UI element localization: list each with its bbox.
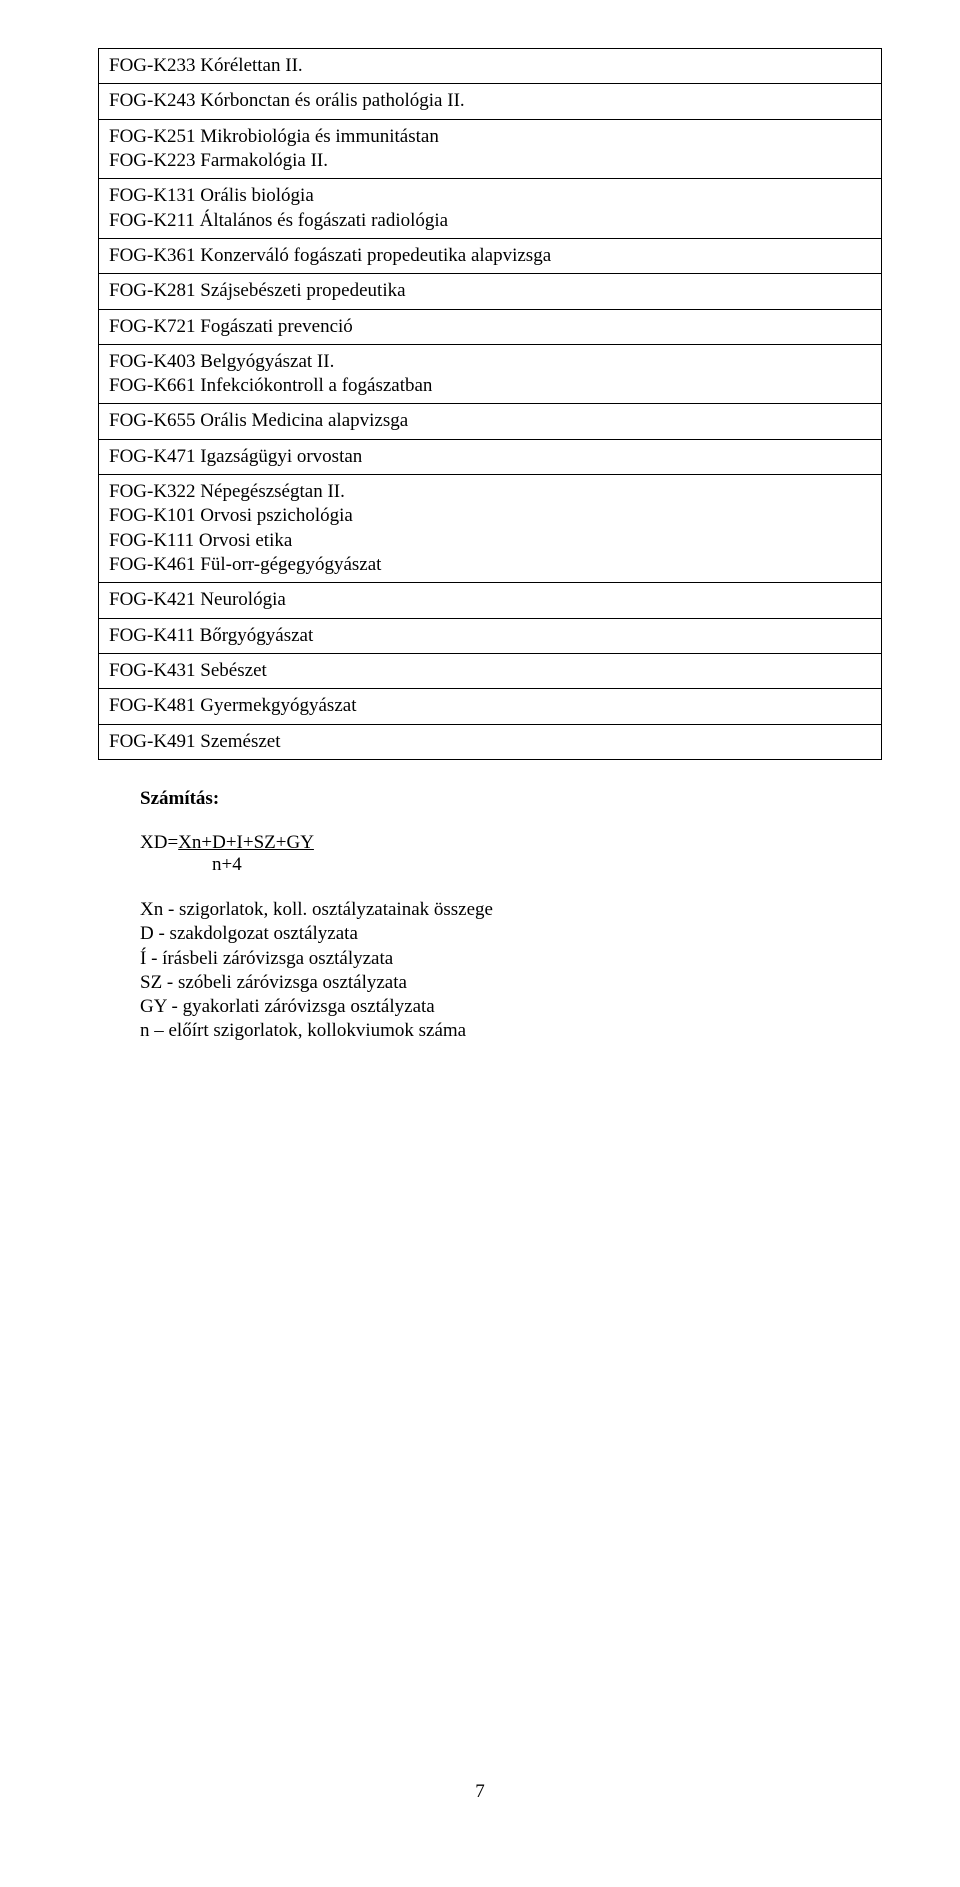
course-entry: FOG-K233 Kórélettan II. bbox=[109, 54, 873, 78]
table-row: FOG-K251 Mikrobiológia és immunitástanFO… bbox=[99, 120, 881, 180]
course-entry: FOG-K403 Belgyógyászat II. bbox=[109, 350, 873, 374]
course-entry: FOG-K322 Népegészségtan II. bbox=[109, 480, 873, 504]
list-item: Xn - szigorlatok, koll. osztályzatainak … bbox=[140, 898, 882, 922]
table-row: FOG-K243 Kórbonctan és orális pathológia… bbox=[99, 84, 881, 119]
table-row: FOG-K361 Konzerváló fogászati propedeuti… bbox=[99, 239, 881, 274]
table-row: FOG-K322 Népegészségtan II.FOG-K101 Orvo… bbox=[99, 475, 881, 583]
table-row: FOG-K281 Szájsebészeti propedeutika bbox=[99, 274, 881, 309]
course-entry: FOG-K101 Orvosi pszichológia bbox=[109, 504, 873, 528]
table-row: FOG-K471 Igazságügyi orvostan bbox=[99, 440, 881, 475]
table-row: FOG-K233 Kórélettan II. bbox=[99, 49, 881, 84]
table-row: FOG-K491 Szemészet bbox=[99, 725, 881, 760]
list-item: Í - írásbeli záróvizsga osztályzata bbox=[140, 947, 882, 971]
course-entry: FOG-K131 Orális biológia bbox=[109, 184, 873, 208]
course-entry: FOG-K421 Neurológia bbox=[109, 588, 873, 612]
table-row: FOG-K431 Sebészet bbox=[99, 654, 881, 689]
section-heading: Számítás: bbox=[140, 788, 882, 810]
course-entry: FOG-K491 Szemészet bbox=[109, 730, 873, 754]
table-row: FOG-K721 Fogászati prevenció bbox=[99, 310, 881, 345]
course-entry: FOG-K243 Kórbonctan és orális pathológia… bbox=[109, 89, 873, 113]
course-entry: FOG-K471 Igazságügyi orvostan bbox=[109, 445, 873, 469]
formula-underlined: Xn+D+I+SZ+GY bbox=[178, 832, 314, 853]
course-entry: FOG-K431 Sebészet bbox=[109, 659, 873, 683]
table-row: FOG-K655 Orális Medicina alapvizsga bbox=[99, 404, 881, 439]
course-entry: FOG-K661 Infekciókontroll a fogászatban bbox=[109, 374, 873, 398]
table-row: FOG-K403 Belgyógyászat II.FOG-K661 Infek… bbox=[99, 345, 881, 405]
course-entry: FOG-K281 Szájsebészeti propedeutika bbox=[109, 279, 873, 303]
course-entry: FOG-K461 Fül-orr-gégegyógyászat bbox=[109, 553, 873, 577]
table-row: FOG-K411 Bőrgyógyászat bbox=[99, 619, 881, 654]
list-item: n – előírt szigorlatok, kollokviumok szá… bbox=[140, 1019, 882, 1043]
page-number: 7 bbox=[0, 1781, 960, 1803]
course-entry: FOG-K361 Konzerváló fogászati propedeuti… bbox=[109, 244, 873, 268]
course-entry: FOG-K223 Farmakológia II. bbox=[109, 149, 873, 173]
course-entry: FOG-K411 Bőrgyógyászat bbox=[109, 624, 873, 648]
formula: XD=Xn+D+I+SZ+GY n+4 bbox=[140, 832, 882, 876]
course-entry: FOG-K481 Gyermekgyógyászat bbox=[109, 694, 873, 718]
course-entry: FOG-K111 Orvosi etika bbox=[109, 529, 873, 553]
course-entry: FOG-K721 Fogászati prevenció bbox=[109, 315, 873, 339]
course-entry: FOG-K251 Mikrobiológia és immunitástan bbox=[109, 125, 873, 149]
table-row: FOG-K481 Gyermekgyógyászat bbox=[99, 689, 881, 724]
list-item: SZ - szóbeli záróvizsga osztályzata bbox=[140, 971, 882, 995]
list-item: GY - gyakorlati záróvizsga osztályzata bbox=[140, 995, 882, 1019]
course-table: FOG-K233 Kórélettan II. FOG-K243 Kórbonct… bbox=[98, 48, 882, 760]
formula-bottom: n+4 bbox=[140, 854, 882, 876]
course-entry: FOG-K211 Általános és fogászati radiológ… bbox=[109, 209, 873, 233]
list-item: D - szakdolgozat osztályzata bbox=[140, 922, 882, 946]
table-row: FOG-K131 Orális biológiaFOG-K211 Általán… bbox=[99, 179, 881, 239]
formula-prefix: XD= bbox=[140, 832, 178, 853]
definition-list: Xn - szigorlatok, koll. osztályzatainak … bbox=[140, 898, 882, 1044]
course-entry: FOG-K655 Orális Medicina alapvizsga bbox=[109, 409, 873, 433]
table-row: FOG-K421 Neurológia bbox=[99, 583, 881, 618]
